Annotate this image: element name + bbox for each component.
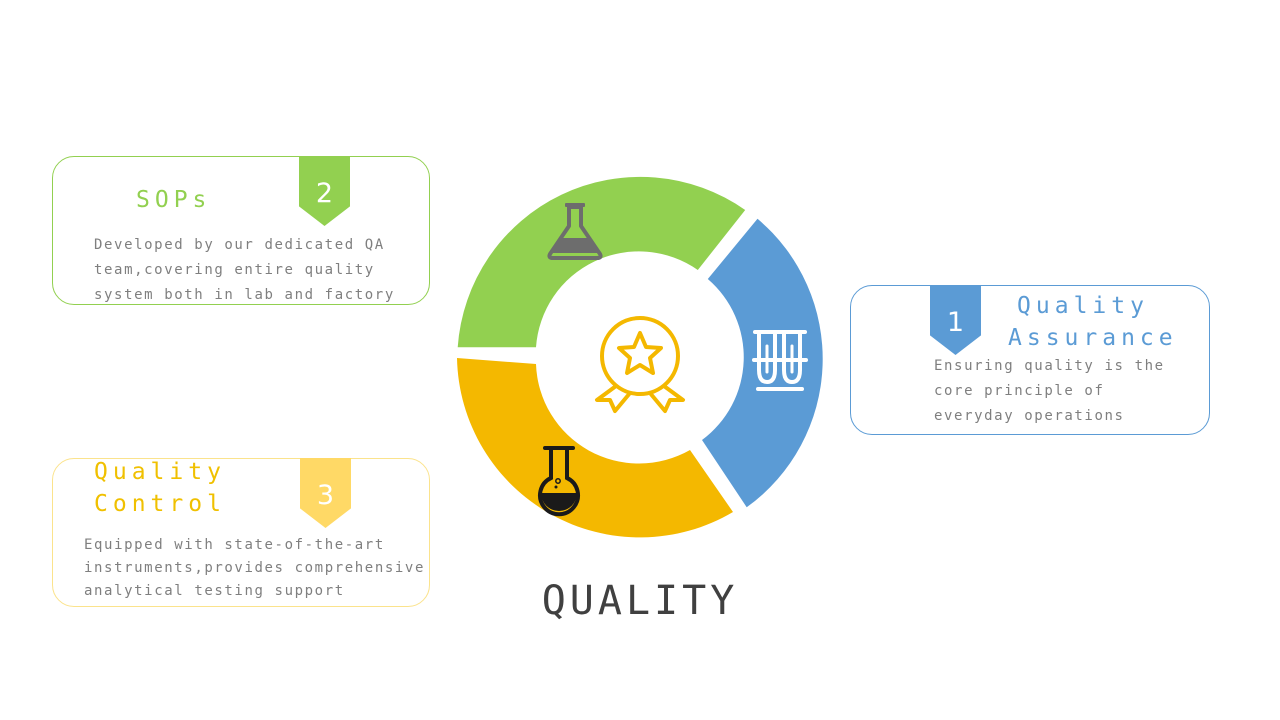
- sops-description: Developed by our dedicated QA team,cover…: [94, 237, 395, 303]
- award-ribbon-icon: [595, 316, 685, 413]
- quality-center-label: QUALITY: [541, 578, 739, 624]
- ring-segment-sops: [457, 176, 746, 348]
- quality-assurance-title: Quality Assurance: [1008, 293, 1178, 351]
- quality-control-card: [52, 458, 430, 607]
- sops-card: [52, 156, 430, 305]
- erlenmeyer-flask-icon: [547, 203, 603, 260]
- round-bottom-flask-icon: [538, 446, 580, 517]
- quality-control-title: Quality Control: [94, 459, 226, 517]
- quality-ring-diagram: [457, 176, 823, 538]
- sops-title: SOPs: [136, 187, 212, 213]
- ring-segment-quality-control: [457, 358, 733, 538]
- test-tubes-icon: [752, 330, 808, 391]
- quality-assurance-card: [850, 285, 1210, 435]
- quality-control-description: Equipped with state-of-the-art instrumen…: [84, 537, 425, 599]
- quality-assurance-description: Ensuring quality is the core principle o…: [934, 358, 1165, 424]
- ring-segment-quality-assurance: [702, 218, 823, 508]
